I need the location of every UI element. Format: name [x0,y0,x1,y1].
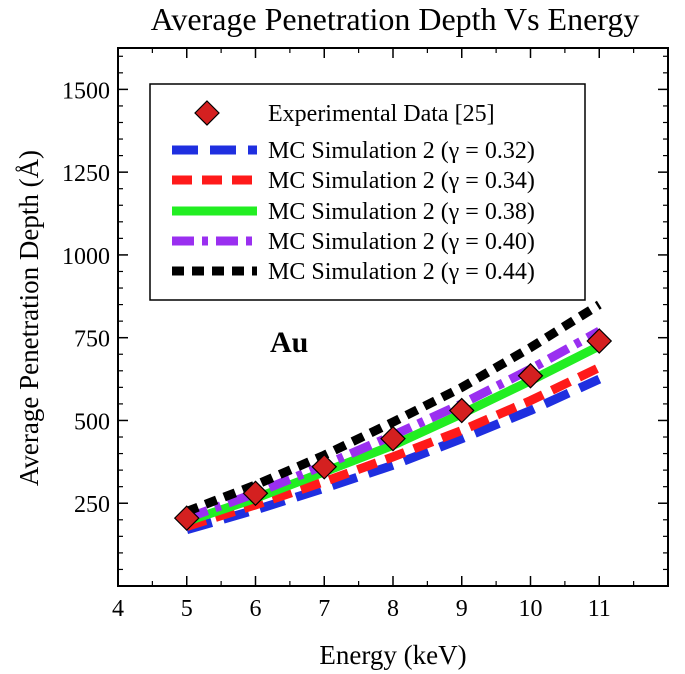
legend-label-2: MC Simulation 2 (γ = 0.34) [268,168,535,194]
series-line-1 [185,375,602,535]
experimental-point [586,328,613,354]
experimental-point [311,453,338,480]
experimental-point [380,425,406,452]
experimental-markers [173,328,613,531]
legend-label-experimental: Experimental Data [25] [268,101,495,127]
element-annotation: Au [270,326,308,359]
x-tick-label: 6 [250,596,262,622]
chart-title: Average Penetration Depth Vs Energy [151,1,640,37]
y-tick-label: 500 [74,409,110,435]
x-tick-label: 11 [588,596,611,622]
y-axis-label: Average Penetration Depth (Å) [14,150,44,486]
y-tick-label: 1500 [62,78,110,104]
series-line-5 [185,300,602,516]
experimental-point [242,480,269,507]
legend-label-5: MC Simulation 2 (γ = 0.44) [268,259,535,285]
x-axis-label: Energy (keV) [319,640,466,670]
legend-label-4: MC Simulation 2 (γ = 0.40) [268,229,535,255]
x-tick-label: 4 [112,596,124,622]
x-tick-label: 9 [456,596,468,622]
axis-ticks: 4 5 6 7 8 9 10 11 250 500 750 1000 1250 1500 [62,48,668,622]
experimental-point [448,397,475,424]
legend-label-1: MC Simulation 2 (γ = 0.32) [268,138,535,164]
legend-marker-experimental [194,100,220,126]
x-tick-label: 8 [387,596,399,622]
y-tick-label: 750 [74,327,110,353]
x-tick-label: 10 [519,596,543,622]
y-tick-label: 250 [74,492,110,518]
legend-label-3: MC Simulation 2 (γ = 0.38) [268,199,535,225]
y-tick-label: 1250 [62,161,110,187]
experimental-point [517,362,544,389]
x-tick-label: 5 [181,596,193,622]
legend: Experimental Data [25] MC Simulation 2 (γ… [149,83,586,301]
y-tick-label: 1000 [62,244,110,270]
experimental-point [173,505,200,531]
legend-box [149,83,586,301]
x-tick-label: 7 [318,596,330,622]
